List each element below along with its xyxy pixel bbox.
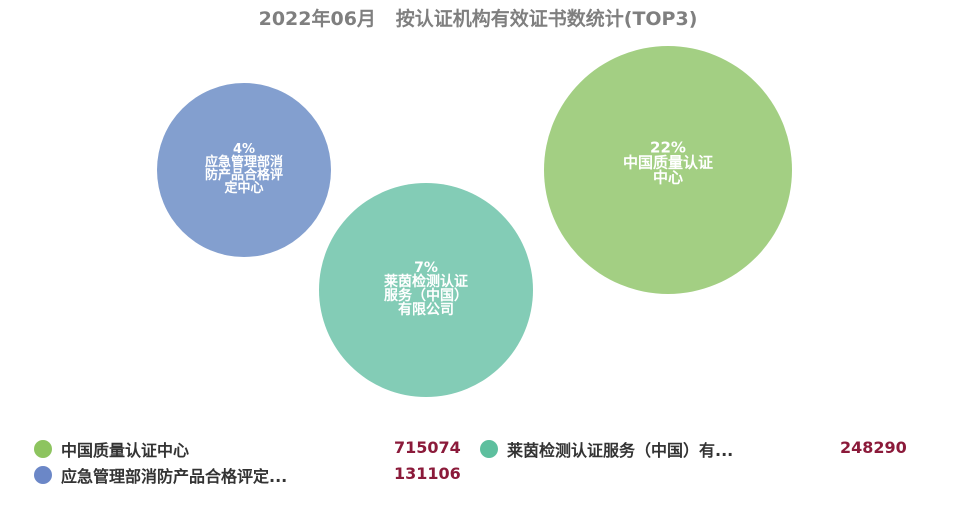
bubble-label-fire-2: 防产品合格评 — [205, 167, 283, 183]
legend-item-ccc[interactable]: 中国质量认证中心 — [34, 436, 189, 462]
legend-label-ccc: 中国质量认证中心 — [61, 441, 190, 460]
bubble-group-ccc[interactable]: 22%中国质量认证中心 — [544, 46, 792, 294]
legend-label-tuv: 莱茵检测认证服务（中国）有... — [507, 441, 734, 460]
legend-value-ccc: 715074 — [394, 438, 461, 457]
legend-marker-fire — [34, 466, 52, 484]
bubble-label-fire-3: 定中心 — [223, 180, 263, 196]
legend-item-fire[interactable]: 应急管理部消防产品合格评定... — [34, 462, 287, 488]
legend-marker-tuv — [480, 440, 498, 458]
bubble-label-tuv-1: 莱茵检测认证 — [384, 273, 468, 290]
bubble-label-tuv-3: 有限公司 — [398, 301, 454, 318]
chart-legend: 中国质量认证中心 715074 莱茵检测认证服务（中国）有... 248290 … — [34, 436, 934, 496]
legend-item-tuv[interactable]: 莱茵检测认证服务（中国）有... — [480, 436, 733, 462]
legend-value-tuv: 248290 — [840, 438, 907, 457]
bubble-ccc[interactable] — [544, 46, 792, 294]
bubble-label-ccc-2: 中心 — [653, 168, 683, 186]
legend-marker-ccc — [34, 440, 52, 458]
bubble-label-fire-1: 应急管理部消 — [205, 154, 283, 170]
bubble-chart: 22%中国质量认证中心7%莱茵检测认证服务（中国）有限公司4%应急管理部消防产品… — [157, 46, 792, 397]
legend-value-fire: 131106 — [394, 464, 461, 483]
chart-title: 2022年06月 按认证机构有效证书数统计(TOP3) — [258, 8, 698, 30]
legend-label-fire: 应急管理部消防产品合格评定... — [61, 467, 288, 486]
bubble-fire[interactable] — [157, 83, 331, 257]
bubble-group-tuv[interactable]: 7%莱茵检测认证服务（中国）有限公司 — [319, 183, 533, 397]
bubble-label-ccc-0: 22% — [650, 138, 686, 156]
bubble-label-fire-0: 4% — [233, 142, 255, 157]
bubble-label-tuv-0: 7% — [414, 260, 438, 276]
bubble-label-tuv-2: 服务（中国） — [384, 287, 468, 304]
bubble-label-ccc-1: 中国质量认证 — [623, 153, 713, 171]
bubble-tuv[interactable] — [319, 183, 533, 397]
